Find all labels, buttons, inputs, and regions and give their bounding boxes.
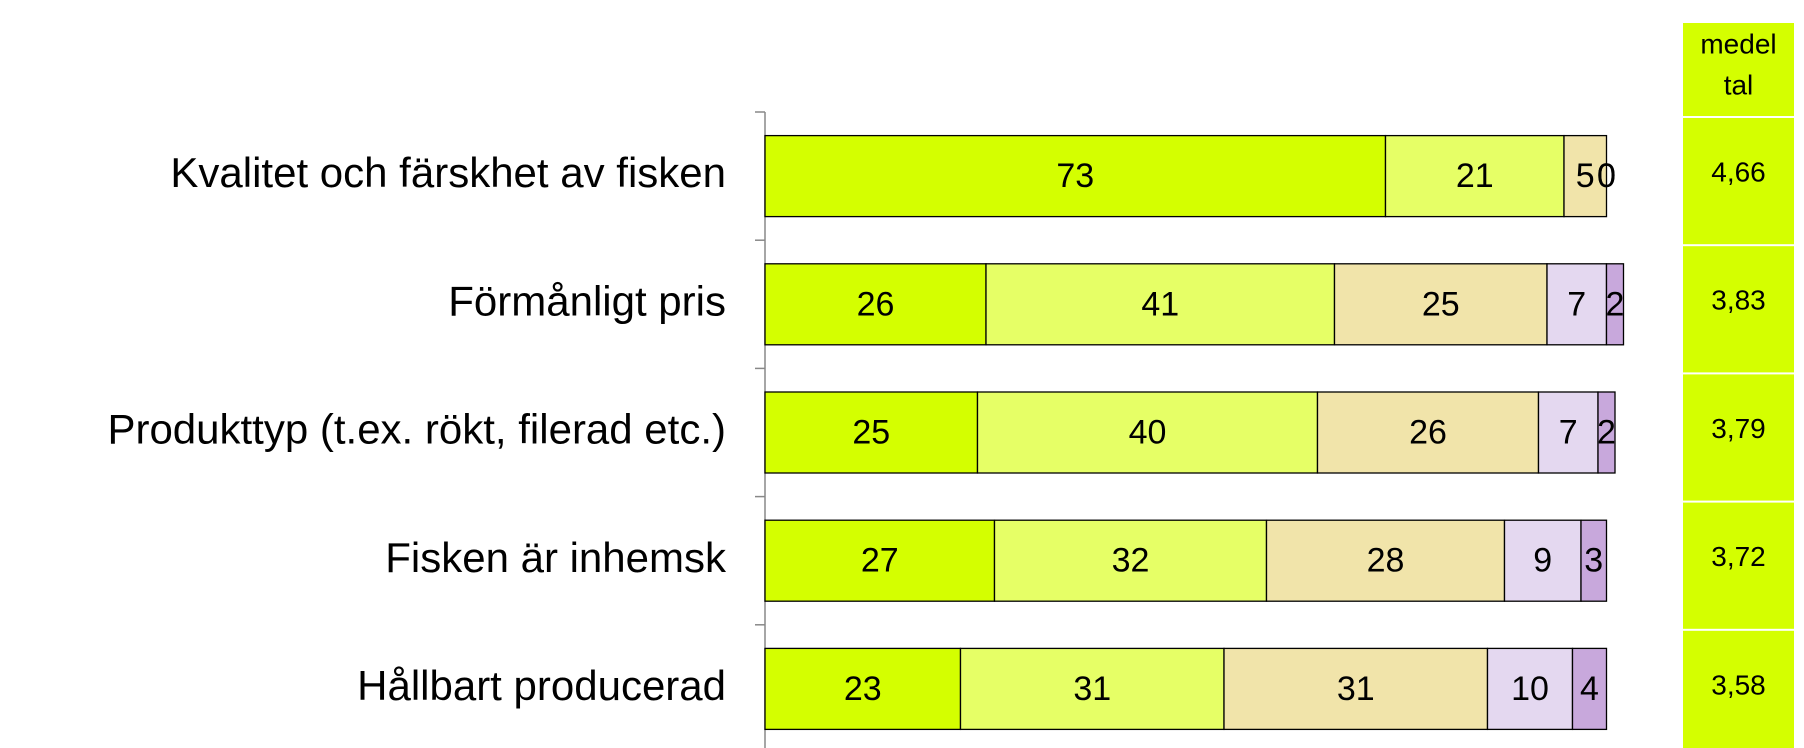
segment-label: 25 [1422,285,1460,323]
bar-segment [764,134,1387,218]
mean-value: 3,79 [1711,413,1766,444]
bar-segment [1605,263,1625,346]
bar-segment [1563,134,1608,218]
bar-segment [993,519,1268,602]
bar-segment [1503,519,1582,602]
segment-label: 31 [1337,670,1375,708]
segment-label: 3 [1584,542,1603,580]
bar-segment [1580,519,1608,602]
bar-segment [1316,391,1540,474]
segment-label: 73 [1056,157,1094,195]
segment-label: 0 [1597,157,1616,195]
segment-label: 5 [1576,157,1595,195]
segment-label: 28 [1367,542,1405,580]
mean-header-bg [1683,23,1794,116]
bar-segment [1486,647,1574,731]
bar-segment [764,519,996,602]
segment-label: 31 [1073,670,1111,708]
segment-label: 21 [1456,157,1494,195]
category-label: Fisken är inhemsk [385,534,727,581]
bar-segment [1571,647,1608,731]
mean-value: 3,83 [1711,285,1766,316]
segment-label: 40 [1129,413,1167,451]
bar-segment [959,647,1225,731]
segment-label: 27 [861,542,899,580]
segment-label: 25 [852,413,890,451]
mean-value: 3,58 [1711,669,1766,700]
mean-header: tal [1724,69,1754,100]
mean-cell [1683,502,1794,629]
segment-label: 4 [1580,670,1599,708]
bar-segment [1333,263,1548,346]
segment-label: 10 [1511,670,1549,708]
bar-segment [1597,391,1616,474]
segment-label: 26 [1409,413,1447,451]
segment-label: 2 [1606,285,1625,323]
mean-cell [1683,630,1794,748]
bar-segment [764,391,979,474]
bar-segment [1223,647,1489,731]
mean-header: medel [1700,28,1776,59]
segment-label: 7 [1567,285,1586,323]
category-label: Hållbart producerad [357,662,726,709]
bar-segment [976,391,1319,474]
category-label: Produkttyp (t.ex. rökt, filerad etc.) [107,406,726,453]
segment-label: 0 [1597,157,1616,195]
segment-label: 23 [844,670,882,708]
category-label: Förmånligt pris [448,277,726,324]
bar-segment [1546,263,1608,346]
segment-label: 7 [1559,413,1578,451]
segment-label: 26 [857,285,895,323]
segment-label: 2 [1597,413,1616,451]
segment-label: 41 [1141,285,1179,323]
bar-segment [1265,519,1506,602]
mean-value: 3,72 [1711,541,1766,572]
category-label: Kvalitet och färskhet av fisken [170,149,726,196]
bar-segment [764,263,987,346]
segment-label: 9 [1533,542,1552,580]
mean-value: 4,66 [1711,156,1766,187]
mean-cell [1683,118,1794,245]
mean-cell [1683,374,1794,501]
bar-segment [985,263,1336,346]
bar-segment [764,647,962,731]
mean-cell [1683,246,1794,373]
segment-label: 32 [1112,542,1150,580]
